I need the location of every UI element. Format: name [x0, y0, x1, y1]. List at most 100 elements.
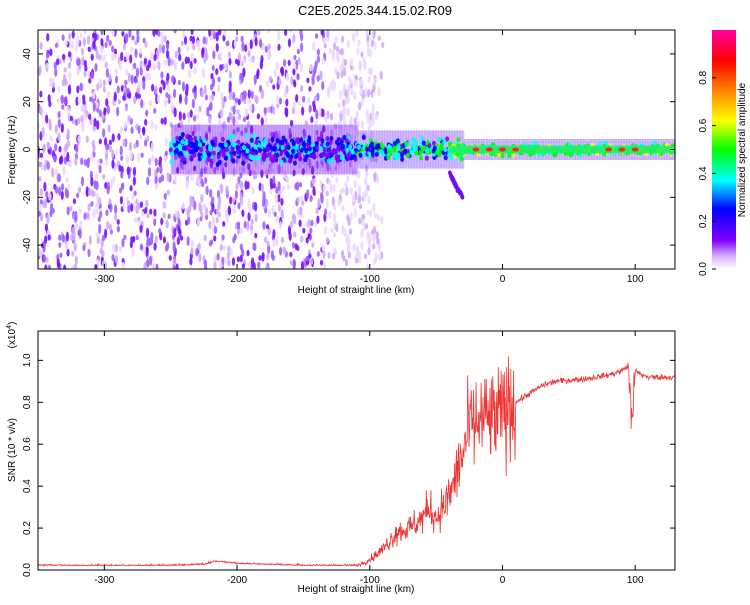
spectrogram-noise-mark: [332, 42, 337, 51]
spectrogram-core: [575, 145, 578, 154]
spectrogram-noise-mark: [287, 59, 291, 66]
spectrogram-noise-mark: [165, 42, 170, 51]
spectrogram-band-mark: [449, 155, 454, 161]
spectrogram-noise-mark: [250, 218, 254, 225]
spectrogram-core: [578, 145, 581, 154]
spectrogram-noise-mark: [151, 154, 155, 161]
spectrogram-noise-mark: [130, 203, 134, 212]
spectrogram-noise-mark: [193, 66, 197, 75]
spectrogram-noise-mark: [343, 188, 347, 194]
spectrogram-noise-mark: [219, 131, 223, 138]
snr-y-tick-label: 0.2: [22, 521, 33, 535]
spectrogram-core: [645, 145, 648, 154]
spectrogram-noise-mark: [260, 117, 264, 126]
spectrogram-noise-mark: [243, 220, 247, 229]
spectrogram-noise-mark: [132, 176, 136, 186]
spectrogram-noise-mark: [102, 79, 106, 87]
spectrogram-noise-mark: [147, 72, 152, 81]
spectrogram-noise-mark: [302, 95, 306, 103]
spectrogram-core: [461, 145, 464, 154]
spectrogram-noise-mark: [299, 32, 304, 42]
spectrogram-noise-mark: [204, 214, 209, 221]
spectrogram-noise-mark: [87, 248, 91, 258]
spectrogram-noise-mark: [357, 250, 361, 260]
spectrogram-noise-mark: [360, 97, 364, 107]
spectrogram-noise-mark: [272, 239, 276, 248]
spectrogram-noise-mark: [293, 54, 297, 61]
spectrogram-noise-mark: [131, 248, 135, 258]
spectrogram-noise-mark: [169, 121, 173, 128]
spectrogram-noise-mark: [366, 231, 370, 239]
spectrogram-noise-mark: [316, 75, 320, 82]
spectrogram-noise-mark: [310, 165, 315, 176]
snr-x-tick-label: -300: [94, 575, 114, 586]
spectrogram-noise-mark: [66, 105, 71, 117]
spectrogram-band-mark: [370, 148, 375, 155]
spectrogram-noise-mark: [373, 173, 377, 183]
spectrogram-noise-mark: [59, 156, 63, 164]
spectrogram-noise-mark: [49, 135, 53, 142]
spectrogram-noise-mark: [315, 33, 319, 39]
spectrogram-noise-mark: [275, 95, 280, 105]
spectrogram-core: [571, 145, 574, 154]
spectrogram-noise-mark: [140, 210, 145, 218]
spectrogram-core: [615, 145, 618, 154]
spectrogram-noise-mark: [54, 42, 59, 48]
spectrogram-noise-mark: [292, 68, 296, 76]
spectrogram-noise-mark: [160, 79, 164, 85]
spectrogram-noise-mark: [315, 207, 319, 215]
spectrogram-noise-mark: [137, 93, 141, 99]
spectrogram-noise-mark: [328, 210, 332, 219]
spectrogram-noise-mark: [73, 263, 78, 269]
spectrogram-noise-mark: [105, 68, 109, 78]
spectrogram-noise-mark: [278, 78, 282, 86]
spectrogram-noise-mark: [291, 213, 296, 224]
spectrogram-noise-mark: [46, 33, 50, 42]
spectrogram-noise-mark: [264, 45, 268, 53]
spectrogram-noise-mark: [146, 227, 150, 237]
spectrogram-band-mark: [396, 144, 401, 150]
spectrogram-noise-mark: [116, 106, 120, 117]
spectrogram-noise-mark: [217, 84, 221, 93]
spectrogram-band-mark: [459, 156, 464, 162]
snr-multiplier-close: ): [7, 322, 18, 325]
spectrogram-noise-mark: [80, 48, 85, 55]
spectrogram-noise-mark: [255, 71, 260, 80]
colorbar-tick-label: 0.8: [698, 70, 709, 84]
spectrogram-noise-mark: [372, 202, 376, 213]
spectrogram-band-mark: [339, 154, 344, 160]
snr-y-tick-label: 0.6: [22, 437, 33, 451]
spectrogram-noise-mark: [80, 157, 84, 166]
spectrogram-noise-mark: [38, 247, 42, 257]
spectrogram-noise-mark: [209, 101, 213, 111]
spectrogram-noise-mark: [297, 162, 302, 169]
spectrogram-noise-mark: [310, 219, 314, 227]
spectrogram-noise-mark: [65, 231, 70, 242]
spectrogram-noise-mark: [168, 255, 172, 261]
spectrogram-noise-mark: [328, 165, 332, 172]
snr-multiplier-exponent: 4: [6, 325, 13, 329]
spectrogram-noise-mark: [344, 88, 348, 98]
spectrogram-noise-mark: [108, 223, 113, 232]
spectrogram-noise-mark: [173, 63, 177, 71]
spectrogram-noise-mark: [334, 165, 338, 172]
spectrogram-band-mark: [442, 139, 447, 145]
spectrogram-noise-mark: [251, 103, 255, 114]
spectrogram-y-tick-label: 40: [22, 48, 33, 60]
spectrogram-noise-mark: [190, 52, 194, 62]
spectrogram-noise-mark: [88, 77, 92, 84]
spectrogram-noise-mark: [332, 82, 336, 92]
spectrogram-noise-mark: [98, 109, 102, 118]
spectrogram-noise-mark: [345, 235, 349, 245]
spectrogram-noise-mark: [331, 196, 335, 207]
spectrogram-band-mark: [370, 141, 375, 147]
spectrogram-noise-mark: [83, 59, 87, 67]
spectrogram-noise-mark: [151, 83, 155, 92]
spectrogram-noise-mark: [338, 119, 342, 130]
spectrogram-noise-mark: [356, 120, 360, 128]
spectrogram-noise-mark: [209, 239, 214, 245]
spectrogram-noise-mark: [325, 198, 329, 209]
spectrogram-noise-mark: [79, 220, 83, 228]
spectrogram-noise-mark: [349, 116, 353, 123]
spectrogram-band-mark: [275, 138, 280, 144]
